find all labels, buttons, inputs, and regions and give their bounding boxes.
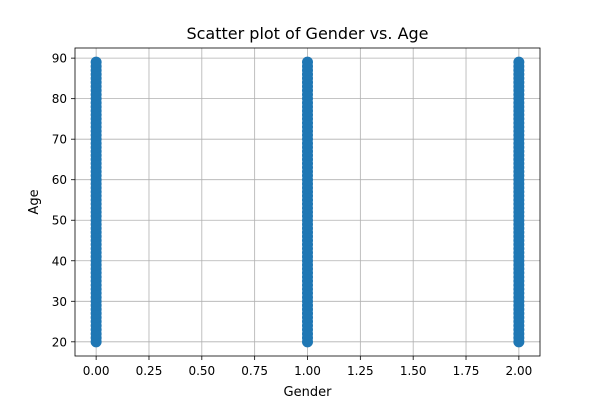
y-tick-label: 20 [52, 335, 67, 349]
plot-frame [74, 47, 541, 357]
x-tick-label: 1.75 [453, 364, 480, 378]
x-axis-label: Gender [284, 385, 333, 400]
scatter-point [90, 56, 102, 68]
x-tick-label: 0.50 [188, 364, 215, 378]
x-tick-label: 0.25 [136, 364, 163, 378]
y-tick-label: 60 [52, 173, 67, 187]
x-tick-label: 0.75 [241, 364, 268, 378]
x-tick-label: 1.00 [294, 364, 321, 378]
axis-ticks: 0.00 0.25 0.50 0.75 1.00 1.25 1.50 1.75 2.00 20 30… [52, 52, 533, 378]
x-tick-label: 0.00 [83, 364, 110, 378]
scatter-point [513, 56, 525, 68]
x-tick-label: 2.00 [506, 364, 533, 378]
y-tick-label: 80 [52, 92, 67, 106]
x-tick-label: 1.50 [400, 364, 427, 378]
y-tick-label: 50 [52, 214, 67, 228]
y-tick-label: 90 [52, 52, 67, 66]
y-tick-label: 30 [52, 295, 67, 309]
y-tick-label: 40 [52, 254, 67, 268]
x-tick-label: 1.25 [347, 364, 374, 378]
y-axis-label: Age [27, 189, 42, 214]
y-tick-label: 70 [52, 133, 67, 147]
chart-title: Scatter plot of Gender vs. Age [186, 24, 428, 43]
data-points [90, 56, 525, 348]
scatter-point [302, 56, 313, 68]
